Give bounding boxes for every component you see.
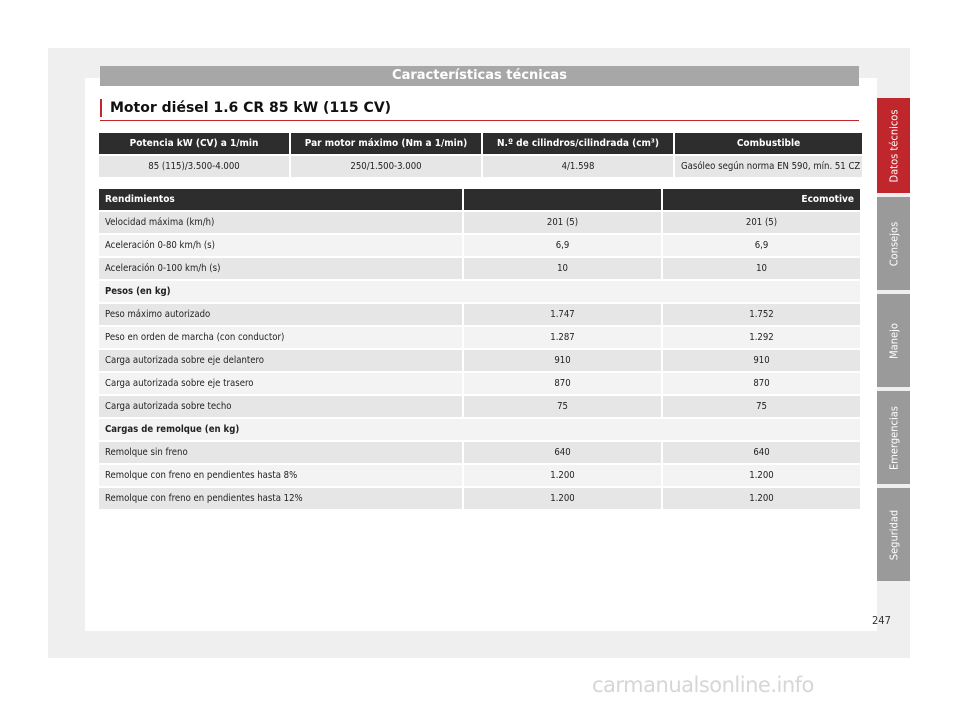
table-row: Carga autorizada sobre eje trasero 870 870 xyxy=(99,373,860,394)
table-row: Remolque con freno en pendientes hasta 1… xyxy=(99,488,860,509)
row-label: Remolque con freno en pendientes hasta 1… xyxy=(99,488,462,509)
engine-cell-torque: 250/1.500-3.000 xyxy=(291,156,481,177)
row-value-ecomotive: 1.752 xyxy=(663,304,860,325)
row-label: Carga autorizada sobre eje delantero xyxy=(99,350,462,371)
table-subheader-row: Pesos (en kg) xyxy=(99,281,860,302)
row-label: Remolque con freno en pendientes hasta 8… xyxy=(99,465,462,486)
row-value: 75 xyxy=(464,396,661,417)
tab-datos-tecnicos[interactable]: Datos técnicos xyxy=(877,98,910,193)
tab-label: Datos técnicos xyxy=(887,109,900,182)
title-accent-bar xyxy=(100,99,102,117)
row-value-ecomotive: 640 xyxy=(663,442,860,463)
row-value: 1.200 xyxy=(464,465,661,486)
row-value-ecomotive: 201 (5) xyxy=(663,212,860,233)
table-subheader-row: Cargas de remolque (en kg) xyxy=(99,419,860,440)
performance-header-ecomotive: Ecomotive xyxy=(663,189,860,210)
table-row: Aceleración 0-100 km/h (s) 10 10 xyxy=(99,258,860,279)
engine-header-fuel: Combustible xyxy=(675,133,862,154)
tab-seguridad[interactable]: Seguridad xyxy=(877,488,910,581)
engine-cell-power: 85 (115)/3.500-4.000 xyxy=(99,156,289,177)
row-value: 201 (5) xyxy=(464,212,661,233)
table-row: Carga autorizada sobre eje delantero 910 9… xyxy=(99,350,860,371)
performance-header-label: Rendimientos xyxy=(99,189,462,210)
table-row: Remolque sin freno 640 640 xyxy=(99,442,860,463)
row-label: Aceleración 0-100 km/h (s) xyxy=(99,258,462,279)
row-label: Peso en orden de marcha (con conductor) xyxy=(99,327,462,348)
page-title: Motor diésel 1.6 CR 85 kW (115 CV) xyxy=(110,100,392,116)
table-row: 85 (115)/3.500-4.000 250/1.500-3.000 4/1… xyxy=(99,156,862,177)
tab-emergencias[interactable]: Emergencias xyxy=(877,391,910,484)
row-label: Carga autorizada sobre eje trasero xyxy=(99,373,462,394)
engine-cell-cylinders: 4/1.598 xyxy=(483,156,673,177)
table-row: Peso máximo autorizado 1.747 1.752 xyxy=(99,304,860,325)
engine-header-power: Potencia kW (CV) a 1/min xyxy=(99,133,289,154)
table-row: Velocidad máxima (km/h) 201 (5) 201 (5) xyxy=(99,212,860,233)
row-label: Carga autorizada sobre techo xyxy=(99,396,462,417)
row-label: Remolque sin freno xyxy=(99,442,462,463)
tab-label: Manejo xyxy=(887,322,900,359)
tab-label: Emergencias xyxy=(887,405,900,470)
row-value: 870 xyxy=(464,373,661,394)
tab-label: Seguridad xyxy=(887,509,900,560)
engine-header-torque: Par motor máximo (Nm a 1/min) xyxy=(291,133,481,154)
row-value-ecomotive: 6,9 xyxy=(663,235,860,256)
row-label: Peso máximo autorizado xyxy=(99,304,462,325)
performance-header-col1 xyxy=(464,189,661,210)
engine-spec-table: Potencia kW (CV) a 1/min Par motor máxim… xyxy=(97,131,864,179)
row-value-ecomotive: 910 xyxy=(663,350,860,371)
title-block: Motor diésel 1.6 CR 85 kW (115 CV) xyxy=(100,98,859,121)
section-header: Características técnicas xyxy=(100,66,859,86)
row-value-ecomotive: 1.200 xyxy=(663,465,860,486)
engine-cell-fuel: Gasóleo según norma EN 590, mín. 51 CZ xyxy=(675,156,862,177)
table-row: Aceleración 0-80 km/h (s) 6,9 6,9 xyxy=(99,235,860,256)
row-value: 910 xyxy=(464,350,661,371)
row-value: 6,9 xyxy=(464,235,661,256)
table-row: Peso en orden de marcha (con conductor) 1… xyxy=(99,327,860,348)
row-value-ecomotive: 870 xyxy=(663,373,860,394)
table-row: Carga autorizada sobre techo 75 75 xyxy=(99,396,860,417)
row-value: 1.287 xyxy=(464,327,661,348)
tab-manejo[interactable]: Manejo xyxy=(877,294,910,387)
row-label: Aceleración 0-80 km/h (s) xyxy=(99,235,462,256)
row-value: 1.747 xyxy=(464,304,661,325)
subheader-trailer-loads: Cargas de remolque (en kg) xyxy=(99,419,860,440)
table-row: Remolque con freno en pendientes hasta 8… xyxy=(99,465,860,486)
performance-table: Rendimientos Ecomotive Velocidad máxima … xyxy=(97,187,862,511)
watermark: carmanualsonline.info xyxy=(592,673,814,697)
row-value: 1.200 xyxy=(464,488,661,509)
row-label: Velocidad máxima (km/h) xyxy=(99,212,462,233)
row-value-ecomotive: 75 xyxy=(663,396,860,417)
engine-header-cylinders: N.º de cilindros/cilindrada (cm³) xyxy=(483,133,673,154)
row-value: 640 xyxy=(464,442,661,463)
tab-label: Consejos xyxy=(887,221,900,266)
row-value: 10 xyxy=(464,258,661,279)
subheader-weights: Pesos (en kg) xyxy=(99,281,860,302)
row-value-ecomotive: 1.292 xyxy=(663,327,860,348)
tab-consejos[interactable]: Consejos xyxy=(877,197,910,290)
page-number: 247 xyxy=(872,614,891,627)
row-value-ecomotive: 10 xyxy=(663,258,860,279)
row-value-ecomotive: 1.200 xyxy=(663,488,860,509)
